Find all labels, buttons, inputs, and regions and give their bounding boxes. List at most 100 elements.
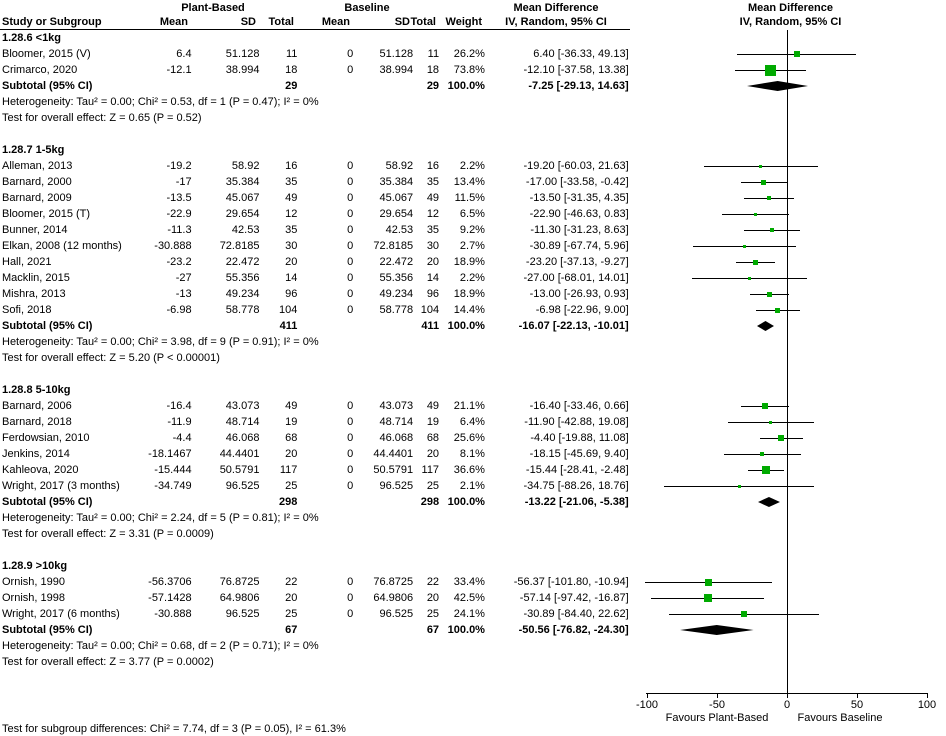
plot-cell xyxy=(636,414,946,430)
effect-square xyxy=(737,484,741,488)
baseline-mean: 0 xyxy=(347,160,354,172)
subgroup-title-row: 1.28.8 5-10kg xyxy=(0,382,946,398)
study-name: Sofi, 2018 xyxy=(2,304,52,316)
plant-sd: 22.472 xyxy=(225,256,260,268)
plant-sd: 42.53 xyxy=(231,224,260,236)
baseline-total: 35 xyxy=(426,176,440,188)
plant-mean: -16.4 xyxy=(166,400,192,412)
effect-square xyxy=(752,259,758,265)
study-row: Barnard, 2009 -13.5 45.067 49 0 45.067 49 11.5%… xyxy=(0,190,946,206)
overall-effect-text: Test for overall effect: Z = 5.20 (P < 0… xyxy=(2,352,220,364)
effect-square xyxy=(748,276,752,280)
study-row: Jenkins, 2014 -18.1467 44.4401 20 0 44.4401 20… xyxy=(0,446,946,462)
ci-text-value: -56.37 [-101.80, -10.94] xyxy=(513,576,629,588)
baseline-total: 20 xyxy=(426,448,440,460)
weight-value: 26.2% xyxy=(453,48,485,60)
study-name: Crimarco, 2020 xyxy=(2,64,78,76)
axis-tick-label: 50 xyxy=(850,699,864,711)
plot-cell xyxy=(636,446,946,462)
plot-cell xyxy=(636,222,946,238)
subtotal-plant-total: 29 xyxy=(285,80,298,92)
baseline-sd: 22.472 xyxy=(379,256,414,268)
weight-value: 2.2% xyxy=(459,160,485,172)
study-name: Jenkins, 2014 xyxy=(2,448,70,460)
effect-square xyxy=(754,212,758,216)
study-row: Mishra, 2013 -13 49.234 96 0 49.234 96 18.9% -13… xyxy=(0,286,946,302)
axis-tick-label: -100 xyxy=(635,699,659,711)
baseline-sd: 58.778 xyxy=(379,304,414,316)
baseline-total: 16 xyxy=(426,160,440,172)
baseline-mean: 0 xyxy=(347,480,354,492)
ci-text-value: 6.40 [-36.33, 49.13] xyxy=(533,48,629,60)
plant-sd: 76.8725 xyxy=(219,576,260,588)
ci-text-value: -23.20 [-37.13, -9.27] xyxy=(525,256,629,268)
baseline-total: 12 xyxy=(426,208,440,220)
weight-value: 18.9% xyxy=(453,256,485,268)
plant-total: 22 xyxy=(285,576,298,588)
effect-square xyxy=(793,51,800,57)
plant-total: 16 xyxy=(285,160,298,172)
study-name: Ferdowsian, 2010 xyxy=(2,432,90,444)
baseline-mean: 0 xyxy=(347,592,354,604)
study-row: Wright, 2017 (3 months) -34.749 96.525 25 0 9… xyxy=(0,478,946,494)
baseline-mean: 0 xyxy=(347,48,354,60)
heterogeneity-text: Heterogeneity: Tau² = 0.00; Chi² = 0.53,… xyxy=(2,96,319,108)
plot-cell xyxy=(636,190,946,206)
subtotal-weight: 100.0% xyxy=(447,624,485,636)
baseline-mean: 0 xyxy=(347,192,354,204)
baseline-total: 22 xyxy=(426,576,440,588)
study-name: Elkan, 2008 (12 months) xyxy=(2,240,122,252)
plot-cell xyxy=(636,478,946,494)
baseline-mean: 0 xyxy=(347,416,354,428)
baseline-mean: 0 xyxy=(347,608,354,620)
study-row: Hall, 2021 -23.2 22.472 20 0 22.472 20 18.9% -23… xyxy=(0,254,946,270)
baseline-sd: 72.8185 xyxy=(373,240,414,252)
baseline-sd: 29.654 xyxy=(379,208,414,220)
heterogeneity-text: Heterogeneity: Tau² = 0.00; Chi² = 0.68,… xyxy=(2,640,319,652)
subtotal-baseline-total: 411 xyxy=(421,320,440,332)
study-row: Barnard, 2018 -11.9 48.714 19 0 48.714 19 6.4% -… xyxy=(0,414,946,430)
study-name: Wright, 2017 (3 months) xyxy=(2,480,120,492)
subtotal-weight: 100.0% xyxy=(447,80,485,92)
subtotal-diamond xyxy=(746,81,809,91)
subtotal-ci-text: -50.56 [-76.82, -24.30] xyxy=(518,624,629,636)
plant-total: 20 xyxy=(285,256,298,268)
baseline-sd: 38.994 xyxy=(379,64,414,76)
baseline-sd: 96.525 xyxy=(379,608,414,620)
plant-mean: -13 xyxy=(175,288,192,300)
plot-cell xyxy=(636,318,946,334)
subtotal-ci-text: -7.25 [-29.13, 14.63] xyxy=(528,80,629,92)
spacer-row xyxy=(0,366,946,382)
ci-text-value: -30.89 [-67.74, 5.96] xyxy=(529,240,629,252)
baseline-sd: 96.525 xyxy=(379,480,414,492)
subtotal-ci-text: -13.22 [-21.06, -5.38] xyxy=(524,496,629,508)
baseline-sd: 76.8725 xyxy=(373,576,414,588)
subtotal-baseline-total: 67 xyxy=(426,624,440,636)
weight-value: 18.9% xyxy=(453,288,485,300)
baseline-mean: 0 xyxy=(347,240,354,252)
heterogeneity-text: Heterogeneity: Tau² = 0.00; Chi² = 3.98,… xyxy=(2,336,319,348)
baseline-mean: 0 xyxy=(347,224,354,236)
group-header-mean-difference-plot: Mean Difference xyxy=(748,2,833,14)
plant-mean: -12.1 xyxy=(166,64,192,76)
plant-mean: -56.3706 xyxy=(148,576,192,588)
baseline-total: 19 xyxy=(426,416,440,428)
plot-cell xyxy=(636,622,946,638)
baseline-mean: 0 xyxy=(347,64,354,76)
weight-value: 2.2% xyxy=(459,272,485,284)
axis-tick-label: 0 xyxy=(783,699,791,711)
plant-mean: -4.4 xyxy=(172,432,192,444)
plant-sd: 38.994 xyxy=(225,64,260,76)
spacer-row xyxy=(0,542,946,558)
plant-sd: 48.714 xyxy=(225,416,260,428)
subtotal-weight: 100.0% xyxy=(447,496,485,508)
study-name: Ornish, 1998 xyxy=(2,592,65,604)
axis-tick xyxy=(927,693,928,698)
study-row: Crimarco, 2020 -12.1 38.994 18 0 38.994 18 73.8… xyxy=(0,62,946,78)
plant-total: 14 xyxy=(285,272,298,284)
subgroup-label: 1.28.7 1-5kg xyxy=(2,144,65,156)
col-header-sd-plant: SD xyxy=(240,16,256,28)
baseline-total: 96 xyxy=(426,288,440,300)
subtotal-diamond xyxy=(758,497,781,507)
axis-tick xyxy=(857,693,858,698)
